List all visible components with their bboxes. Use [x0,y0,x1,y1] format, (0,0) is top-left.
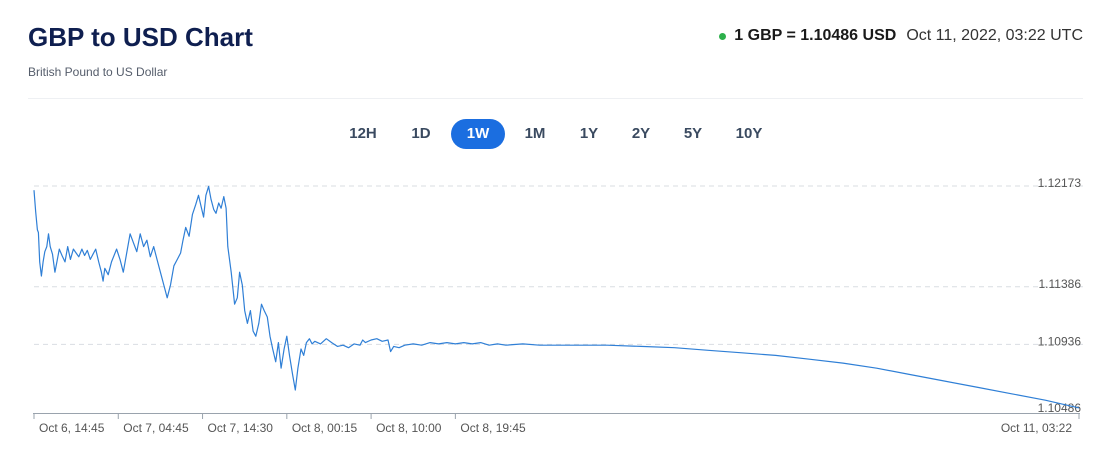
series-line [33,185,1080,409]
range-tabs: 12H 1D 1W 1M 1Y 2Y 5Y 10Y [0,119,1117,149]
range-tab-1d[interactable]: 1D [411,125,431,142]
y-tick-label: 1.10486 [1038,401,1082,415]
range-tab-5y[interactable]: 5Y [683,125,703,142]
live-status-dot-icon [719,32,727,40]
range-tab-2y[interactable]: 2Y [631,125,651,142]
x-tick-label: Oct 8, 00:15 [292,421,358,435]
y-tick-label: 1.11386 [1039,277,1082,291]
x-tick-label: Oct 8, 19:45 [460,421,526,435]
range-tab-10y[interactable]: 10Y [735,125,763,142]
y-tick-label: 1.10936 [1038,334,1082,348]
x-tick-label: Oct 7, 14:30 [208,421,274,435]
rate-value: 1 GBP = 1.10486 USD [734,27,897,44]
x-tick-label: Oct 11, 03:22 [1001,421,1072,435]
rate-timestamp: Oct 11, 2022, 03:22 UTC [906,27,1083,44]
x-tick-label: Oct 6, 14:45 [39,421,105,435]
range-tab-1m[interactable]: 1M [524,125,546,142]
x-tick-label: Oct 8, 10:00 [376,421,442,435]
chart-subtitle: British Pound to US Dollar [28,65,168,79]
chart-title: GBP to USD Chart [28,22,253,52]
header-divider [28,98,1083,99]
x-tick-label: Oct 7, 04:45 [123,421,189,435]
range-tab-12h[interactable]: 12H [349,125,377,142]
y-tick-label: 1.12173 [1038,176,1082,190]
rate-summary: 1 GBP = 1.10486 USD Oct 11, 2022, 03:22 … [719,27,1083,45]
range-tab-1y[interactable]: 1Y [579,125,599,142]
range-tab-1w[interactable]: 1W [451,119,505,149]
